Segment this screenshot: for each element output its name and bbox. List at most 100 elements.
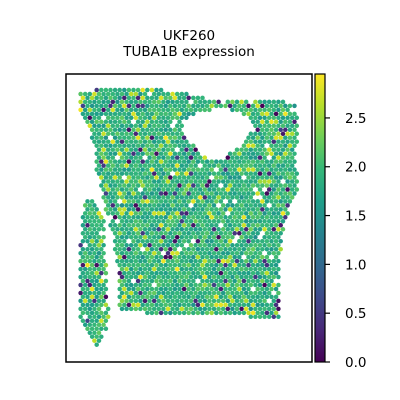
expression-spot [184, 195, 189, 200]
expression-spot [147, 306, 152, 312]
expression-spot [237, 278, 242, 284]
expression-spot [230, 203, 235, 208]
expression-spot [292, 111, 297, 117]
expression-spot [181, 159, 187, 164]
expression-spot [142, 219, 148, 224]
expression-spot [122, 87, 127, 93]
expression-spot [85, 310, 90, 316]
expression-spot [276, 282, 281, 288]
expression-spot [188, 163, 194, 168]
expression-spot [138, 195, 143, 200]
expression-spot [92, 123, 97, 129]
expression-spot [207, 298, 212, 304]
expression-spot [131, 246, 136, 252]
expression-spot [255, 286, 260, 292]
expression-spot [220, 234, 226, 240]
expression-spot [191, 103, 196, 109]
expression-spot [237, 294, 242, 300]
expression-spot [145, 127, 150, 133]
expression-spot [96, 234, 102, 240]
expression-spot [264, 278, 270, 284]
expression-spot [186, 151, 191, 156]
expression-spot [142, 91, 148, 97]
expression-spot [154, 199, 159, 204]
expression-spot [269, 310, 274, 316]
expression-spot [119, 290, 125, 296]
expression-spot [85, 231, 90, 236]
expression-spot [246, 151, 251, 156]
expression-spot [117, 103, 122, 109]
expression-spot [232, 278, 237, 284]
expression-spot [269, 294, 274, 300]
expression-spot [99, 127, 104, 133]
expression-spot [161, 203, 166, 208]
expression-spot [80, 111, 86, 117]
expression-spot [151, 266, 157, 272]
expression-spot [255, 302, 260, 308]
expression-spot [264, 215, 270, 220]
colorbar-tick-label: 1.0 [345, 257, 366, 273]
expression-spot [250, 310, 256, 316]
expression-spot [250, 262, 256, 268]
expression-spot [156, 107, 162, 113]
expression-spot [239, 195, 244, 200]
expression-spot [168, 143, 173, 148]
expression-spot [218, 238, 224, 244]
expression-spot [140, 103, 145, 109]
expression-spot [172, 278, 178, 284]
expression-spot [115, 171, 120, 176]
expression-spot [193, 187, 198, 192]
expression-spot [108, 175, 113, 180]
expression-spot [179, 179, 185, 184]
expression-spot [266, 227, 272, 232]
expression-spot [124, 234, 129, 240]
expression-spot [266, 314, 272, 320]
expression-spot [200, 278, 205, 284]
expression-spot [168, 191, 173, 196]
expression-spot [82, 258, 88, 264]
expression-spot [209, 294, 214, 300]
expression-spot [161, 123, 166, 129]
expression-spot [172, 262, 178, 268]
expression-spot [223, 159, 228, 164]
expression-spot [89, 310, 95, 316]
expression-spot [216, 163, 221, 168]
expression-spot [230, 107, 235, 113]
expression-spot [82, 107, 88, 113]
expression-spot [174, 234, 180, 240]
expression-spot [193, 211, 198, 216]
expression-spot [188, 219, 194, 224]
expression-spot [154, 175, 159, 180]
expression-spot [149, 231, 155, 236]
expression-spot [154, 111, 159, 117]
expression-spot [223, 207, 228, 212]
expression-spot [172, 238, 178, 244]
expression-spot [264, 159, 270, 164]
expression-spot [138, 99, 143, 105]
expression-spot [255, 175, 260, 180]
expression-spot [165, 139, 171, 144]
expression-spot [138, 298, 143, 304]
expression-spot [172, 95, 178, 101]
expression-spot [126, 278, 132, 284]
expression-spot [181, 231, 187, 236]
expression-spot [80, 262, 86, 268]
expression-spot [179, 203, 185, 208]
expression-spot [87, 107, 93, 113]
expression-spot [246, 278, 251, 284]
expression-spot [188, 171, 194, 176]
expression-spot [262, 211, 267, 216]
expression-spot [94, 103, 99, 109]
expression-spot [115, 211, 120, 216]
expression-spot [230, 227, 235, 232]
expression-spot [103, 87, 109, 93]
expression-spot [278, 215, 283, 220]
expression-spot [218, 215, 224, 220]
expression-spot [276, 203, 281, 208]
expression-spot [128, 187, 134, 192]
expression-spot [154, 238, 159, 244]
expression-spot [142, 131, 148, 137]
expression-spot [227, 159, 233, 164]
expression-spot [122, 254, 127, 260]
expression-spot [241, 238, 247, 244]
